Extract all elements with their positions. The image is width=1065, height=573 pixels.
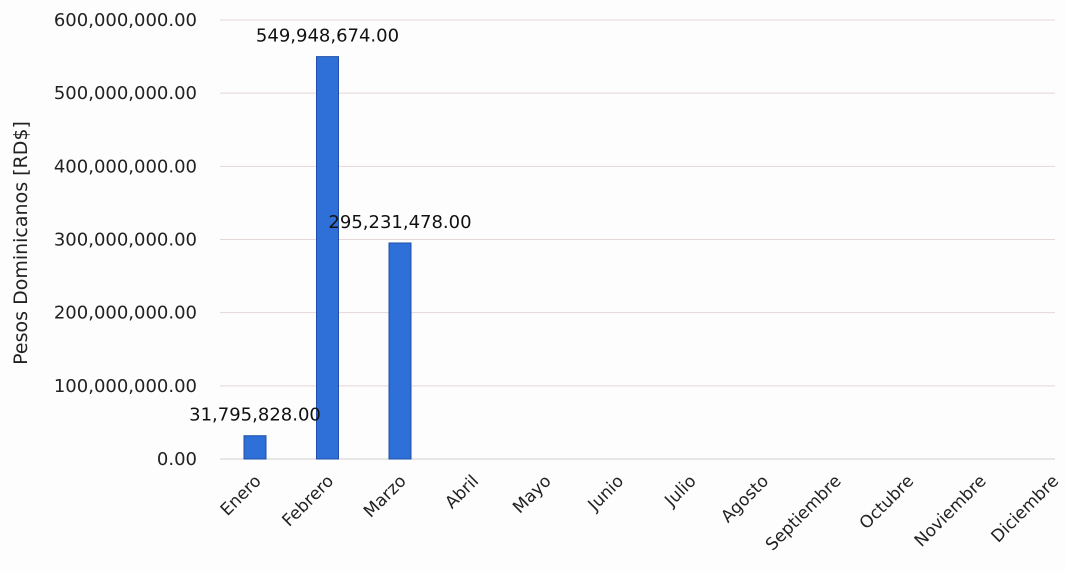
bar-enero [243,435,267,460]
y-axis-tick-labels: 0.00 100,000,000.00 200,000,000.00 300,000,… [54,10,197,470]
data-labels: 31,795,828.00 549,948,674.00 295,231,478.0… [189,26,471,426]
x-tick-label-junio: Junio [584,471,628,515]
data-label-febrero: 549,948,674.00 [256,26,399,47]
y-tick-label: 500,000,000.00 [54,83,197,104]
y-tick-label: 400,000,000.00 [54,156,197,177]
x-tick-label-octubre: Octubre [856,471,918,533]
y-tick-label: 0.00 [157,449,197,470]
x-tick-label-febrero: Febrero [278,471,338,531]
x-tick-label-julio: Julio [660,471,700,511]
y-tick-label: 300,000,000.00 [54,230,197,251]
x-tick-label-enero: Enero [217,471,266,520]
x-tick-label-diciembre: Diciembre [988,471,1064,547]
x-tick-label-abril: Abril [441,471,483,513]
bar-febrero [316,56,339,460]
data-label-enero: 31,795,828.00 [189,405,321,426]
x-tick-label-septiembre: Septiembre [762,471,846,555]
x-tick-label-mayo: Mayo [509,471,555,517]
y-tick-label: 100,000,000.00 [54,376,197,397]
x-tick-label-marzo: Marzo [360,471,410,521]
bars [243,56,412,460]
y-tick-label: 200,000,000.00 [54,303,197,324]
x-axis-category-labels: Enero Febrero Marzo Abril Mayo Junio Julio Agos… [217,471,1063,555]
data-label-marzo: 295,231,478.00 [328,212,471,233]
bar-marzo [388,242,412,460]
y-tick-label: 600,000,000.00 [54,10,197,31]
y-axis-title: Pesos Dominicanos [RD$] [10,121,32,365]
x-tick-label-noviembre: Noviembre [911,471,991,551]
x-tick-label-agosto: Agosto [717,471,773,527]
gridlines [220,19,1055,460]
